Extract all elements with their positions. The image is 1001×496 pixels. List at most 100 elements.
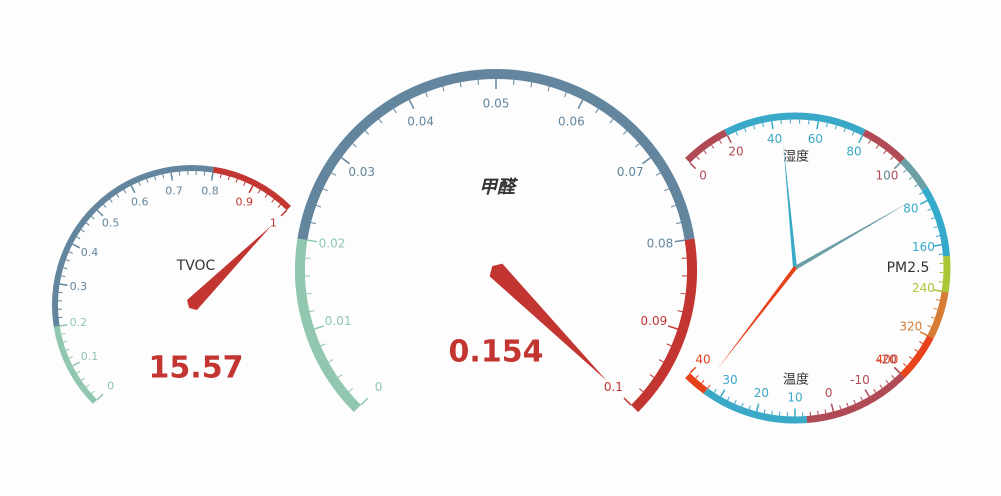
minor-tick	[91, 216, 95, 220]
tick-mark	[72, 243, 81, 249]
gauge-pointer	[187, 225, 272, 310]
minor-tick	[935, 299, 941, 301]
minor-tick	[890, 156, 894, 160]
tick-label: 160	[912, 240, 935, 254]
minor-tick	[771, 410, 773, 415]
tick-label: 0.7	[165, 184, 183, 197]
tick-mark	[771, 121, 774, 130]
axis-band	[703, 388, 808, 424]
axis-band	[724, 112, 866, 136]
minor-tick	[655, 172, 661, 176]
tick-label: 0.6	[131, 196, 149, 209]
tick-mark	[248, 185, 254, 194]
tick-mark	[864, 389, 870, 397]
tick-label: 0	[825, 386, 833, 400]
tick-label: 1	[270, 217, 277, 230]
minor-tick	[80, 229, 85, 233]
tick-mark	[689, 162, 697, 170]
minor-tick	[85, 384, 90, 388]
minor-tick	[378, 118, 383, 124]
minor-tick	[763, 409, 766, 414]
minor-tick	[753, 125, 756, 130]
tick-mark	[919, 199, 928, 205]
tick-label: 0.06	[558, 115, 585, 129]
minor-tick	[306, 292, 312, 295]
tick-mark	[314, 325, 325, 330]
tick-label: 20	[754, 386, 769, 400]
tick-mark	[830, 403, 835, 412]
minor-tick	[664, 188, 670, 192]
gauge-title: 湿度	[783, 149, 809, 165]
tick-label: 10	[787, 391, 802, 405]
minor-tick	[677, 310, 683, 313]
axis-band	[862, 129, 905, 164]
minor-tick	[227, 176, 230, 181]
minor-tick	[243, 181, 246, 186]
minor-tick	[860, 396, 863, 401]
tick-label: 100	[875, 169, 898, 183]
tick-label: 0.4	[81, 246, 99, 259]
minor-tick	[622, 130, 628, 135]
minor-tick	[826, 122, 828, 128]
minor-tick	[61, 332, 66, 335]
minor-tick	[65, 259, 70, 262]
tick-label: 0.04	[407, 115, 434, 129]
tick-mark	[623, 397, 632, 406]
gauge-title: 甲醛	[479, 177, 519, 198]
gauge-pointer	[783, 143, 797, 270]
minor-tick	[713, 388, 717, 393]
tick-mark	[726, 135, 732, 144]
minor-tick	[868, 139, 872, 144]
tick-mark	[408, 99, 415, 110]
minor-tick	[316, 204, 322, 208]
axis-band	[631, 238, 697, 413]
minor-tick	[328, 359, 334, 363]
minor-tick	[696, 156, 700, 160]
tick-label: 20	[728, 145, 743, 159]
minor-tick	[839, 405, 842, 410]
tick-label: 30	[722, 373, 737, 387]
minor-tick	[564, 92, 567, 98]
minor-tick	[123, 189, 127, 194]
tick-label: 0.09	[641, 314, 668, 328]
tick-mark	[210, 172, 214, 181]
gauge-pointer	[489, 263, 607, 381]
axis-band	[53, 325, 98, 404]
minor-tick	[85, 222, 90, 226]
minor-tick	[146, 178, 149, 183]
tick-label: 0.5	[102, 217, 120, 230]
tick-label: 0.01	[325, 314, 352, 328]
minor-tick	[638, 388, 644, 393]
minor-tick	[930, 217, 935, 220]
tick-mark	[96, 209, 104, 217]
minor-tick	[235, 178, 238, 183]
minor-tick	[903, 363, 907, 367]
minor-tick	[595, 108, 599, 114]
minor-tick	[727, 396, 730, 401]
minor-tick	[908, 176, 913, 180]
tick-label: 80	[846, 145, 861, 159]
minor-tick	[843, 128, 846, 133]
minor-tick	[393, 108, 397, 114]
minor-tick	[322, 188, 328, 192]
minor-tick	[676, 222, 682, 225]
tick-mark	[919, 331, 928, 337]
minor-tick	[680, 292, 686, 295]
tick-mark	[689, 366, 697, 374]
minor-tick	[846, 402, 849, 407]
tick-mark	[130, 185, 136, 194]
minor-tick	[103, 204, 107, 208]
tick-label: 0	[107, 379, 114, 392]
tick-mark	[858, 135, 864, 144]
tick-label: 60	[808, 132, 823, 146]
minor-tick	[903, 169, 907, 173]
minor-tick	[649, 374, 655, 378]
gauge-value: 15.57	[149, 351, 244, 386]
tick-label: 0.05	[483, 97, 510, 111]
minor-tick	[670, 204, 676, 208]
tick-mark	[307, 239, 318, 243]
tick-label: 0.07	[617, 165, 644, 179]
gauge-title: 温度	[783, 372, 809, 388]
minor-tick	[459, 82, 462, 88]
